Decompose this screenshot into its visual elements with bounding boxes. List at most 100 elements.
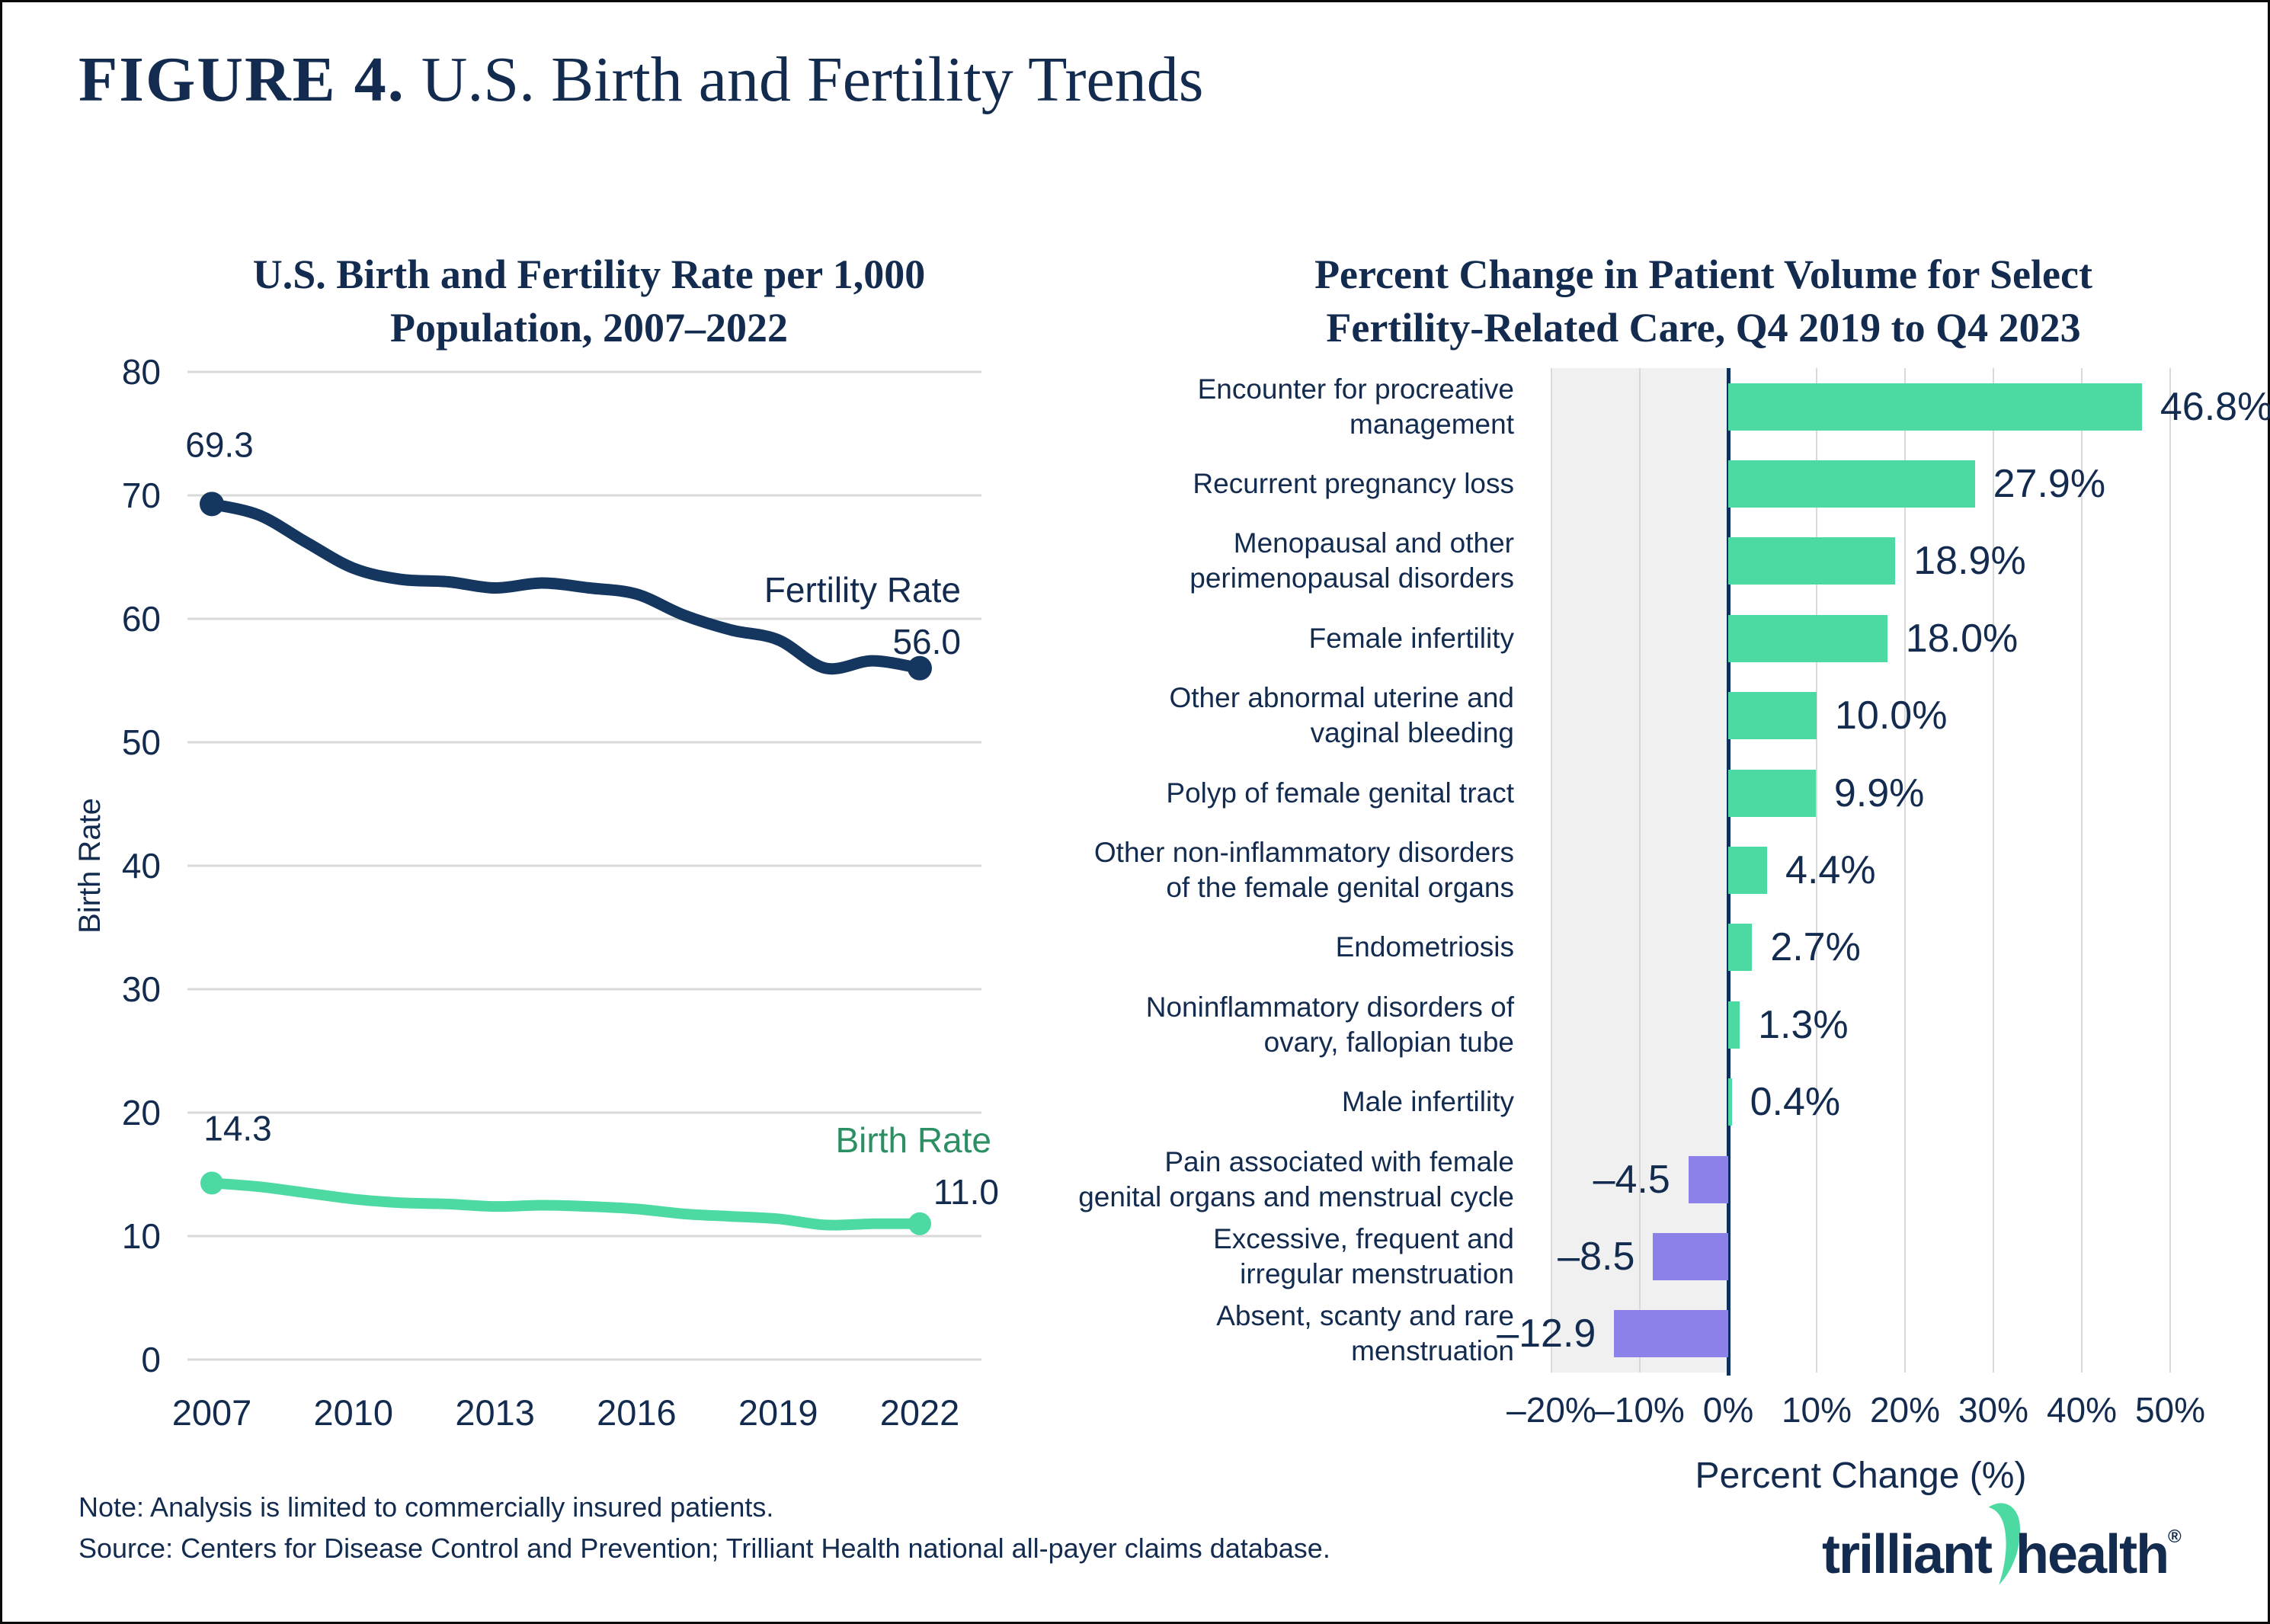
- bar-value-label: –4.5: [1593, 1157, 1670, 1202]
- x-gridline: [2169, 368, 2171, 1373]
- x-axis-title: Percent Change (%): [1695, 1456, 2027, 1496]
- birth-first-value-label: 14.3: [203, 1108, 272, 1148]
- x-tick-label: 2019: [738, 1392, 818, 1433]
- bar-value-label: 46.8%: [2160, 384, 2270, 429]
- birth-rate-line-endpoint: [908, 1212, 931, 1235]
- bar-value-label: 4.4%: [1785, 848, 1876, 892]
- line-chart-title-line1: U.S. Birth and Fertility Rate per 1,000: [252, 251, 926, 297]
- bar-value-label: 0.4%: [1750, 1080, 1841, 1125]
- y-tick-label: 70: [122, 476, 161, 515]
- category-label: Pain associated with female genital orga…: [1078, 1145, 1514, 1212]
- bar-chart-title-line1: Percent Change in Patient Volume for Sel…: [1314, 251, 2092, 297]
- fertility-first-value-label: 69.3: [185, 424, 254, 464]
- y-tick-label: 50: [122, 722, 161, 762]
- bar-value-label: 27.9%: [1993, 462, 2106, 507]
- x-gridline: [1816, 368, 1817, 1373]
- bar-value-label: 18.0%: [1905, 616, 2019, 661]
- bar: [1728, 769, 1816, 817]
- bar-value-label: 9.9%: [1833, 770, 1925, 815]
- green-swoosh-icon: [1988, 1503, 2021, 1585]
- bar: [1728, 1078, 1732, 1126]
- bar-value-label: –8.5: [1558, 1234, 1635, 1279]
- x-gridline: [1904, 368, 1906, 1373]
- category-label: Female infertility: [1308, 622, 1514, 654]
- bar-value-label: 10.0%: [1835, 693, 1948, 738]
- line-chart: 0 10 20 30 40 50 60 70 80 2007 2010 2013 2016 2019 202…: [73, 352, 999, 1433]
- x-tick-label: 2010: [314, 1392, 394, 1433]
- y-tick-label: 0: [141, 1340, 161, 1379]
- bar: [1728, 537, 1896, 585]
- category-label: Other abnormal uterine and vaginal bleed…: [1169, 682, 1515, 749]
- bar: [1688, 1155, 1728, 1203]
- x-tick-label: 20%: [1869, 1390, 1941, 1430]
- x-gridline: [2081, 368, 2083, 1373]
- bar-value-label: 2.7%: [1770, 925, 1861, 970]
- birth-last-value-label: 11.0: [933, 1172, 999, 1212]
- bar-value-label: 1.3%: [1758, 1002, 1849, 1047]
- x-tick-label: 2022: [880, 1392, 960, 1433]
- birth-rate-line: [207, 1177, 925, 1231]
- category-label: Recurrent pregnancy loss: [1193, 468, 1514, 500]
- x-tick-label: 0%: [1702, 1390, 1754, 1430]
- bar-chart-title: Percent Change in Patient Volume for Sel…: [1145, 248, 2262, 354]
- bar: [1728, 692, 1817, 740]
- birth-rate-line-endpoint: [200, 1171, 223, 1195]
- bar: [1728, 383, 2142, 431]
- bar: [1728, 460, 1975, 508]
- y-tick-label: 80: [122, 352, 161, 392]
- figure-number-label: FIGURE 4.: [78, 44, 405, 115]
- footnote: Note: Analysis is limited to commerciall…: [78, 1487, 1330, 1569]
- y-axis-title: Birth Rate: [73, 798, 107, 934]
- bar: [1614, 1310, 1728, 1358]
- category-label: Polyp of female genital tract: [1166, 777, 1514, 809]
- category-label: Encounter for procreative management: [1197, 373, 1514, 440]
- x-tick-label: 40%: [2046, 1390, 2118, 1430]
- x-gridline: [1551, 368, 1552, 1373]
- bar: [1728, 847, 1768, 894]
- x-tick-label: 10%: [1781, 1390, 1852, 1430]
- y-tick-label: 60: [122, 599, 161, 639]
- fertility-rate-line: [206, 498, 926, 675]
- logo-word-trilliant: trilliant: [1822, 1524, 1993, 1585]
- bar-value-label: 18.9%: [1913, 539, 2026, 584]
- bar: [1653, 1232, 1728, 1280]
- note-line: Note: Analysis is limited to commerciall…: [78, 1491, 774, 1523]
- y-tick-label: 10: [122, 1216, 161, 1256]
- category-label: Excessive, frequent and irregular menstr…: [1213, 1222, 1514, 1289]
- figure-header: FIGURE 4. U.S. Birth and Fertility Trend…: [78, 44, 1204, 115]
- registered-mark: ®: [2168, 1526, 2182, 1547]
- x-gridline: [1993, 368, 1994, 1373]
- category-label: Male infertility: [1341, 1086, 1514, 1118]
- logo-word-health: health: [2015, 1524, 2169, 1585]
- x-tick-label: –20%: [1506, 1390, 1596, 1430]
- category-label: Absent, scanty and rare menstruation: [1216, 1300, 1514, 1367]
- x-tick-label: 50%: [2134, 1390, 2206, 1430]
- fertility-rate-line-endpoint: [907, 655, 932, 681]
- line-chart-title-line2: Population, 2007–2022: [389, 305, 789, 351]
- bar: [1728, 924, 1753, 972]
- category-label: Menopausal and other perimenopausal diso…: [1189, 527, 1514, 594]
- x-tick-label: 2016: [597, 1392, 677, 1433]
- y-tick-label: 40: [122, 846, 161, 886]
- x-tick-label: 2013: [455, 1392, 535, 1433]
- bar-value-label: –12.9: [1497, 1312, 1596, 1357]
- fertility-last-value-label: 56.0: [892, 622, 961, 661]
- bar: [1728, 1001, 1740, 1049]
- bar: [1728, 614, 1887, 662]
- x-tick-label: 30%: [1958, 1390, 2029, 1430]
- category-label: Noninflammatory disorders of ovary, fall…: [1145, 991, 1514, 1058]
- fertility-series-label: Fertility Rate: [764, 570, 961, 610]
- trilliant-health-logo: trilliant health ®: [1822, 1503, 2182, 1586]
- x-tick-label: –10%: [1595, 1390, 1685, 1430]
- category-label: Other non-inflammatory disorders of the …: [1093, 837, 1514, 903]
- bar-chart-title-line2: Fertility-Related Care, Q4 2019 to Q4 20…: [1326, 305, 2081, 351]
- birth-series-label: Birth Rate: [835, 1120, 991, 1160]
- y-tick-label: 20: [122, 1093, 161, 1132]
- source-line: Source: Centers for Disease Control and …: [78, 1533, 1330, 1564]
- x-tick-label: 2007: [172, 1392, 252, 1433]
- y-tick-label: 30: [122, 969, 161, 1009]
- line-chart-title: U.S. Birth and Fertility Rate per 1,000 …: [117, 248, 1061, 354]
- bar-chart: Encounter for procreative management 46.8…: [1078, 197, 2270, 1546]
- page-title: U.S. Birth and Fertility Trends: [405, 44, 1204, 115]
